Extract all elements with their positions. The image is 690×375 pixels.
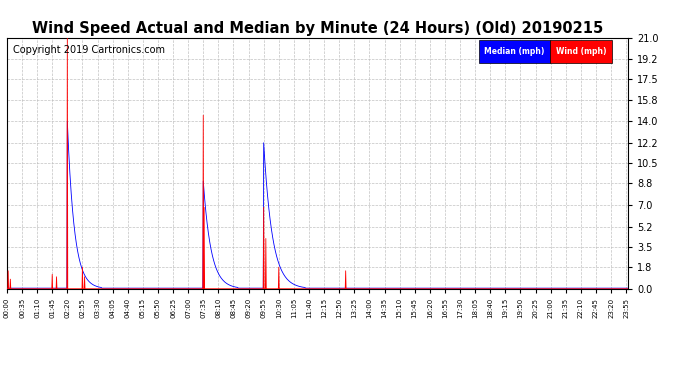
- FancyBboxPatch shape: [551, 40, 613, 63]
- FancyBboxPatch shape: [479, 40, 551, 63]
- Text: Median (mph): Median (mph): [484, 47, 545, 56]
- Title: Wind Speed Actual and Median by Minute (24 Hours) (Old) 20190215: Wind Speed Actual and Median by Minute (…: [32, 21, 603, 36]
- Text: Copyright 2019 Cartronics.com: Copyright 2019 Cartronics.com: [13, 45, 165, 55]
- Text: Wind (mph): Wind (mph): [556, 47, 607, 56]
